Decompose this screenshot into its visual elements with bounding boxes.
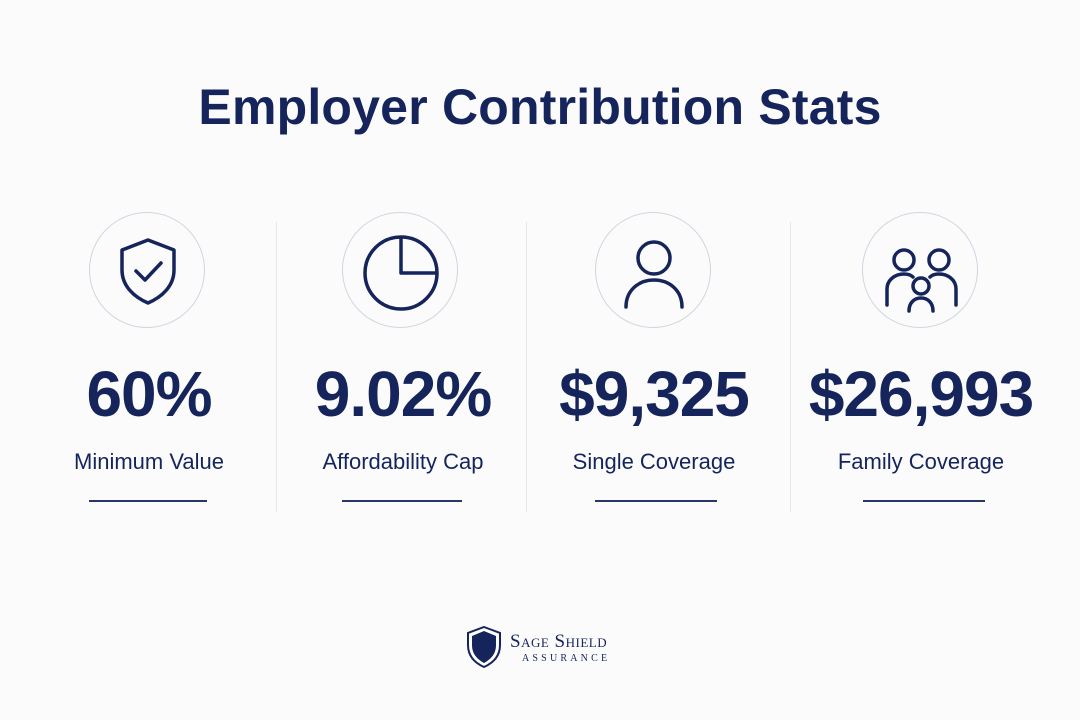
stat-single-coverage: $9,325 Single Coverage (527, 212, 781, 512)
stat-value: $9,325 (559, 358, 750, 430)
pie-chart-icon (342, 212, 458, 328)
stat-underline (595, 500, 717, 502)
stat-affordability-cap: 9.02% Affordability Cap (276, 212, 530, 512)
brand-logo: Sage Shield ASSURANCE (466, 626, 646, 670)
stat-value: 60% (86, 358, 212, 430)
brand-name: Sage Shield (510, 631, 608, 652)
divider (276, 222, 277, 512)
shield-logo-icon (467, 626, 501, 668)
page-title: Employer Contribution Stats (198, 79, 882, 135)
stat-label: Affordability Cap (322, 449, 484, 474)
divider (526, 222, 527, 512)
stat-underline (342, 500, 462, 502)
stat-underline (863, 500, 985, 502)
stat-label: Single Coverage (572, 449, 736, 474)
stat-family-coverage: $26,993 Family Coverage (794, 212, 1048, 512)
stats-row: 60% Minimum Value 9.02% Affordability Ca… (22, 212, 1058, 512)
stat-minimum-value: 60% Minimum Value (22, 212, 276, 512)
divider (790, 222, 791, 512)
stat-label: Family Coverage (837, 449, 1005, 474)
stat-label: Minimum Value (74, 449, 224, 474)
shield-check-icon (89, 212, 205, 328)
person-icon (595, 212, 711, 328)
stat-underline (89, 500, 207, 502)
brand-subtitle: ASSURANCE (522, 653, 611, 664)
family-icon (862, 212, 978, 328)
stat-value: $26,993 (808, 358, 1034, 430)
stat-value: 9.02% (314, 358, 492, 430)
